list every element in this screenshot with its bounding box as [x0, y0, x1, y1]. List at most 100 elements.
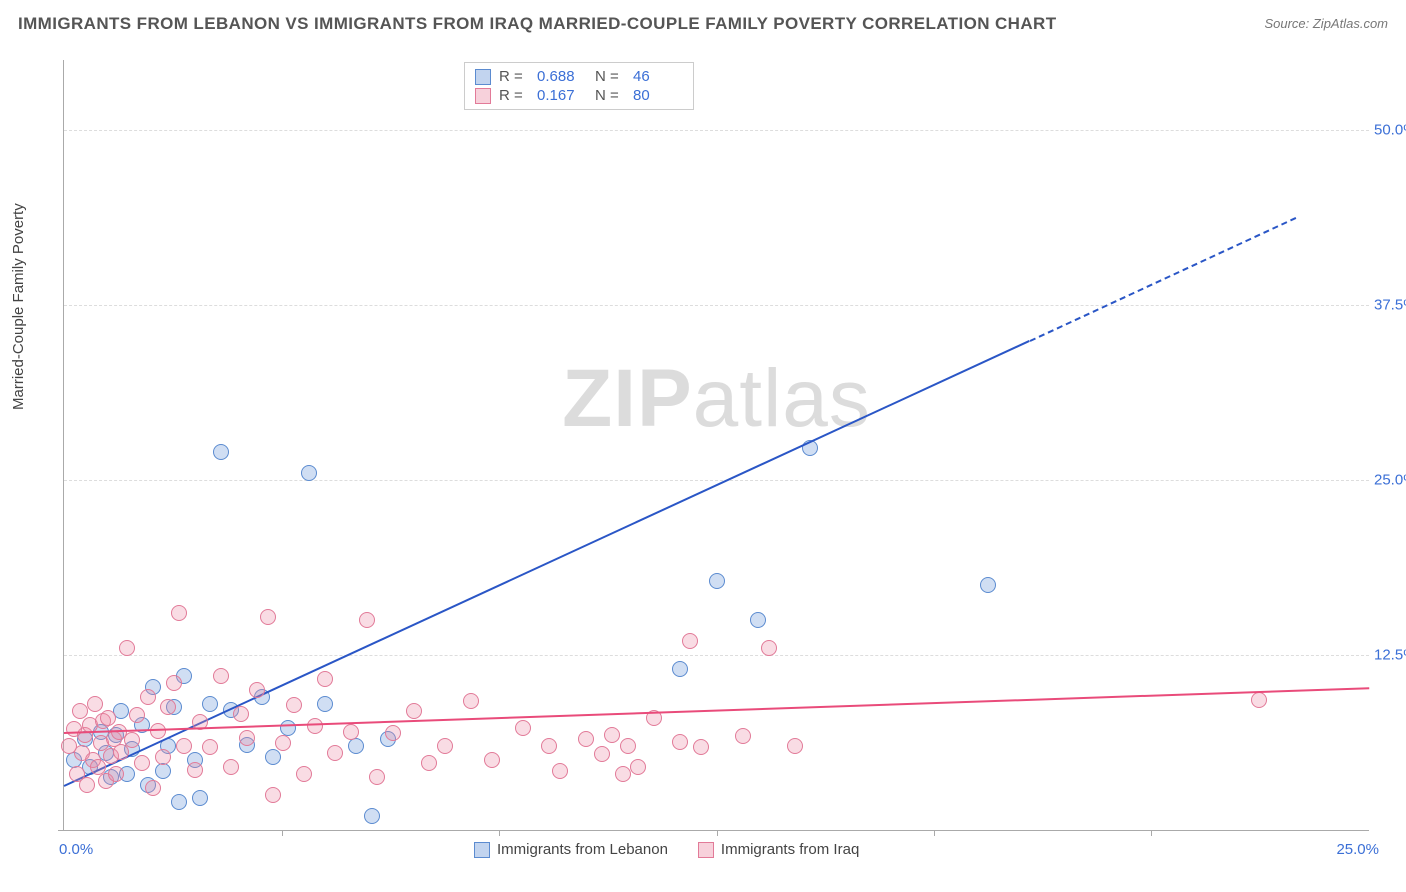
data-point: [437, 738, 453, 754]
x-tick: [499, 830, 500, 836]
data-point: [541, 738, 557, 754]
x-tick: [934, 830, 935, 836]
data-point: [202, 696, 218, 712]
data-point: [620, 738, 636, 754]
data-point: [343, 724, 359, 740]
data-point: [552, 763, 568, 779]
data-point: [735, 728, 751, 744]
gridline: [64, 480, 1369, 481]
data-point: [317, 696, 333, 712]
data-point: [307, 718, 323, 734]
data-point: [406, 703, 422, 719]
data-point: [265, 787, 281, 803]
data-point: [124, 732, 140, 748]
data-point: [249, 682, 265, 698]
data-point: [239, 730, 255, 746]
data-point: [364, 808, 380, 824]
x-origin-label: 0.0%: [59, 841, 93, 858]
axis-tail-left: [58, 830, 64, 831]
swatch-pink-icon: [698, 842, 714, 858]
data-point: [160, 699, 176, 715]
chart-title: IMMIGRANTS FROM LEBANON VS IMMIGRANTS FR…: [18, 14, 1056, 33]
swatch-pink-icon: [475, 88, 491, 104]
data-point: [155, 763, 171, 779]
data-point: [233, 706, 249, 722]
data-point: [213, 444, 229, 460]
data-point: [87, 696, 103, 712]
data-point: [359, 612, 375, 628]
data-point: [187, 762, 203, 778]
x-tick: [282, 830, 283, 836]
data-point: [463, 693, 479, 709]
source-attribution: Source: ZipAtlas.com: [1264, 16, 1388, 31]
data-point: [79, 777, 95, 793]
data-point: [296, 766, 312, 782]
data-point: [327, 745, 343, 761]
x-tick: [1151, 830, 1152, 836]
data-point: [134, 755, 150, 771]
data-point: [787, 738, 803, 754]
data-point: [286, 697, 302, 713]
data-point: [615, 766, 631, 782]
x-end-label: 25.0%: [1336, 841, 1379, 858]
data-point: [265, 749, 281, 765]
data-point: [604, 727, 620, 743]
data-point: [171, 605, 187, 621]
data-point: [1251, 692, 1267, 708]
data-point: [129, 707, 145, 723]
series-legend: Immigrants from Lebanon Immigrants from …: [474, 841, 859, 858]
data-point: [672, 661, 688, 677]
data-point: [682, 633, 698, 649]
data-point: [223, 759, 239, 775]
data-point: [280, 720, 296, 736]
data-point: [515, 720, 531, 736]
data-point: [171, 794, 187, 810]
data-point: [693, 739, 709, 755]
data-point: [630, 759, 646, 775]
swatch-blue-icon: [475, 69, 491, 85]
gridline: [64, 130, 1369, 131]
y-tick-label: 12.5%: [1374, 647, 1406, 664]
data-point: [108, 766, 124, 782]
data-point: [100, 710, 116, 726]
data-point: [192, 790, 208, 806]
y-tick-label: 37.5%: [1374, 297, 1406, 314]
data-point: [709, 573, 725, 589]
gridline: [64, 655, 1369, 656]
data-point: [317, 671, 333, 687]
data-point: [119, 640, 135, 656]
data-point: [594, 746, 610, 762]
chart-container: Married-Couple Family Poverty ZIPatlas R…: [18, 50, 1388, 880]
data-point: [750, 612, 766, 628]
legend-item-lebanon: Immigrants from Lebanon: [474, 841, 668, 858]
x-tick: [717, 830, 718, 836]
data-point: [301, 465, 317, 481]
swatch-blue-icon: [474, 842, 490, 858]
data-point: [155, 749, 171, 765]
trend-line: [64, 340, 1031, 787]
data-point: [484, 752, 500, 768]
legend-item-iraq: Immigrants from Iraq: [698, 841, 859, 858]
data-point: [761, 640, 777, 656]
plot-area: ZIPatlas R = 0.688 N = 46 R = 0.167 N = …: [63, 60, 1369, 831]
legend-row-iraq: R = 0.167 N = 80: [475, 86, 683, 105]
trend-line: [1029, 217, 1296, 342]
correlation-legend: R = 0.688 N = 46 R = 0.167 N = 80: [464, 62, 694, 110]
data-point: [260, 609, 276, 625]
data-point: [275, 735, 291, 751]
y-tick-label: 50.0%: [1374, 122, 1406, 139]
watermark: ZIPatlas: [562, 352, 871, 446]
data-point: [202, 739, 218, 755]
data-point: [145, 780, 161, 796]
y-tick-label: 25.0%: [1374, 472, 1406, 489]
data-point: [140, 689, 156, 705]
data-point: [166, 675, 182, 691]
data-point: [672, 734, 688, 750]
data-point: [176, 738, 192, 754]
data-point: [369, 769, 385, 785]
data-point: [385, 725, 401, 741]
data-point: [980, 577, 996, 593]
data-point: [348, 738, 364, 754]
data-point: [578, 731, 594, 747]
data-point: [213, 668, 229, 684]
